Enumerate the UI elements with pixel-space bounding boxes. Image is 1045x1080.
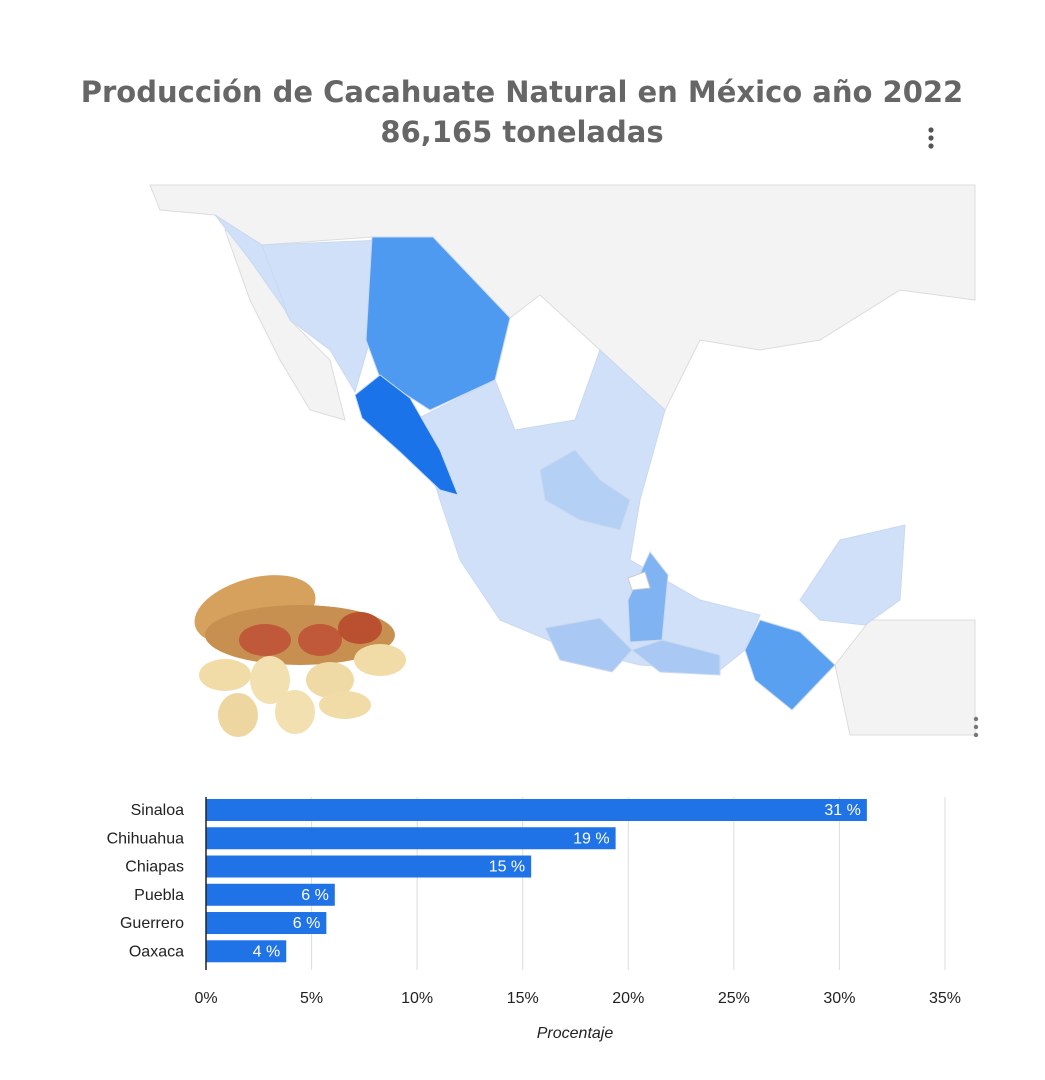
state bbox=[744, 619, 836, 711]
data-label: 19 % bbox=[573, 830, 609, 847]
x-tick-label: 5% bbox=[300, 990, 323, 1007]
state bbox=[365, 236, 511, 411]
x-tick-label: 35% bbox=[929, 990, 961, 1007]
data-label: 4 % bbox=[253, 943, 281, 960]
x-tick-label: 20% bbox=[612, 990, 644, 1007]
state bbox=[627, 551, 669, 643]
x-axis-title: Procentaje bbox=[537, 1025, 614, 1042]
y-tick-label: Oaxaca bbox=[129, 943, 184, 960]
chart-title: Producción de Cacahuate Natural en Méxic… bbox=[81, 75, 964, 109]
data-label: 15 % bbox=[489, 859, 525, 876]
x-tick-label: 25% bbox=[718, 990, 750, 1007]
x-tick-label: 30% bbox=[823, 990, 855, 1007]
dot bbox=[973, 724, 979, 730]
bar bbox=[206, 883, 335, 906]
central-america bbox=[834, 619, 976, 736]
menu-icon[interactable] bbox=[928, 127, 934, 149]
peanut bbox=[275, 690, 315, 734]
y-tick-label: Guerrero bbox=[120, 915, 184, 932]
dot bbox=[928, 135, 934, 141]
dot bbox=[973, 732, 979, 738]
peanut bbox=[199, 659, 251, 691]
data-label: 6 % bbox=[293, 915, 321, 932]
y-tick-label: Chiapas bbox=[125, 859, 184, 876]
x-tick-label: 10% bbox=[401, 990, 433, 1007]
peanut bbox=[298, 624, 342, 656]
state bbox=[539, 449, 631, 531]
bar bbox=[206, 940, 287, 963]
state bbox=[627, 571, 651, 591]
state bbox=[354, 374, 459, 496]
peanut bbox=[306, 662, 354, 698]
y-tick-label: Puebla bbox=[134, 887, 184, 904]
peanut bbox=[338, 612, 382, 644]
bar bbox=[206, 912, 327, 935]
peanut-image bbox=[194, 575, 406, 737]
peanut bbox=[319, 691, 371, 719]
map-menu-icon[interactable] bbox=[973, 716, 979, 738]
x-tick-label: 15% bbox=[507, 990, 539, 1007]
y-tick-label: Sinaloa bbox=[131, 802, 184, 819]
dot bbox=[928, 143, 934, 149]
peanut bbox=[218, 693, 258, 737]
state bbox=[630, 639, 721, 676]
state bbox=[214, 214, 291, 321]
peanut bbox=[250, 656, 290, 704]
peanut bbox=[239, 624, 291, 656]
state bbox=[799, 524, 906, 626]
bar bbox=[206, 855, 532, 878]
bar bbox=[206, 799, 867, 821]
data-label: 6 % bbox=[301, 887, 329, 904]
dot bbox=[973, 716, 979, 722]
map bbox=[100, 184, 976, 736]
y-tick-label: Chihuahua bbox=[107, 830, 185, 847]
peanut bbox=[354, 644, 406, 676]
bar bbox=[206, 827, 616, 850]
chart-subtitle: 86,165 toneladas bbox=[380, 115, 663, 149]
x-tick-label: 0% bbox=[194, 990, 217, 1007]
state bbox=[544, 617, 633, 673]
data-label: 31 % bbox=[824, 802, 860, 819]
dot bbox=[928, 127, 934, 133]
